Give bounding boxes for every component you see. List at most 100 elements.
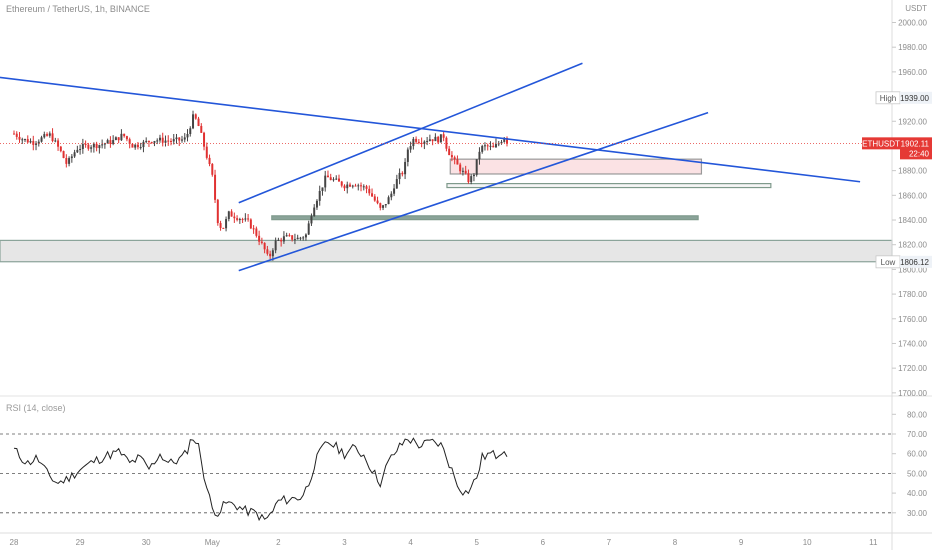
- candle: [120, 133, 123, 141]
- candle: [492, 145, 495, 148]
- candle: [349, 184, 352, 187]
- price-tick-label: 1920.00: [898, 117, 927, 126]
- candle: [123, 133, 126, 137]
- last-price-value: 1902.11: [901, 139, 930, 148]
- supply-zone-pink[interactable]: [449, 158, 703, 175]
- candle: [428, 139, 431, 141]
- candle: [382, 205, 385, 208]
- time-tick-label: 2: [276, 538, 281, 547]
- candle: [54, 140, 57, 142]
- candle: [84, 144, 87, 146]
- candlestick-series: [13, 110, 508, 261]
- candle: [500, 141, 503, 144]
- candle: [475, 159, 478, 175]
- symbol-badge: [862, 137, 900, 150]
- candle: [282, 236, 285, 242]
- candle: [326, 175, 329, 178]
- candle: [431, 139, 434, 142]
- candle: [442, 134, 445, 138]
- candle: [18, 136, 21, 140]
- candle: [225, 219, 228, 229]
- candle: [114, 137, 117, 141]
- rsi-line: [13, 437, 508, 522]
- candle: [494, 144, 497, 148]
- price-tick-label: 1700.00: [898, 389, 927, 398]
- candle: [109, 140, 112, 144]
- symbol-label: ETHUSDT: [862, 139, 900, 148]
- descending-resistance[interactable]: [0, 76, 861, 183]
- candle: [307, 223, 310, 235]
- candle: [153, 141, 156, 143]
- candle: [37, 141, 40, 144]
- candle: [51, 133, 54, 142]
- candle: [346, 184, 349, 189]
- candle: [329, 177, 332, 181]
- time-tick-label: 4: [408, 538, 413, 547]
- candle: [291, 235, 294, 240]
- price-tick-label: 1800.00: [898, 265, 927, 274]
- candle: [376, 200, 379, 204]
- currency-label: USDT: [905, 4, 927, 13]
- trendlines[interactable]: [0, 62, 861, 272]
- candle: [117, 137, 120, 141]
- countdown-value: 22:40: [909, 149, 930, 158]
- candle: [258, 235, 261, 242]
- candle: [125, 136, 128, 140]
- candle: [21, 139, 24, 141]
- candle: [214, 174, 217, 200]
- candle: [219, 223, 222, 228]
- candle: [169, 140, 172, 142]
- candle: [43, 134, 46, 138]
- candle: [189, 128, 192, 135]
- channel-lower[interactable]: [238, 111, 709, 272]
- candle: [59, 146, 62, 152]
- candle: [456, 159, 459, 165]
- candle: [434, 136, 437, 142]
- candle: [57, 140, 60, 147]
- channel-upper[interactable]: [238, 62, 583, 204]
- candle: [371, 193, 374, 197]
- candle: [192, 114, 195, 129]
- candle: [48, 133, 51, 136]
- candle: [343, 185, 346, 189]
- candle: [497, 143, 500, 145]
- candle: [318, 191, 321, 201]
- candle: [73, 152, 76, 157]
- price-tick-label: 1820.00: [898, 241, 927, 250]
- candle: [13, 133, 15, 135]
- candle: [420, 142, 423, 144]
- candle: [247, 218, 250, 220]
- time-tick-label: 28: [10, 538, 19, 547]
- candle: [486, 145, 489, 147]
- candle: [79, 149, 82, 151]
- support-band-1868[interactable]: [446, 183, 772, 189]
- candle: [310, 216, 313, 224]
- candle: [354, 185, 357, 187]
- candle: [365, 186, 368, 189]
- candle: [95, 143, 98, 149]
- price-tick-label: 1760.00: [898, 315, 927, 324]
- candle: [379, 203, 382, 208]
- support-band-1842[interactable]: [271, 215, 699, 221]
- candle: [368, 188, 371, 194]
- high-value-badge: [900, 91, 932, 104]
- candle: [68, 158, 71, 164]
- price-tick-label: 1740.00: [898, 339, 927, 348]
- candle: [183, 137, 186, 140]
- candle: [450, 155, 453, 158]
- candle: [481, 145, 484, 152]
- candle: [293, 239, 296, 241]
- support-zone-lower[interactable]: [0, 239, 893, 263]
- candle: [230, 211, 233, 217]
- candle: [194, 114, 197, 119]
- candle: [178, 137, 181, 141]
- candle: [263, 242, 266, 250]
- candle: [241, 219, 244, 221]
- candle: [244, 218, 247, 220]
- time-tick-label: 29: [76, 538, 85, 547]
- rsi-tick-label: 70.00: [907, 430, 928, 439]
- price-tick-label: 1960.00: [898, 68, 927, 77]
- candle: [147, 140, 150, 143]
- candle: [112, 140, 115, 144]
